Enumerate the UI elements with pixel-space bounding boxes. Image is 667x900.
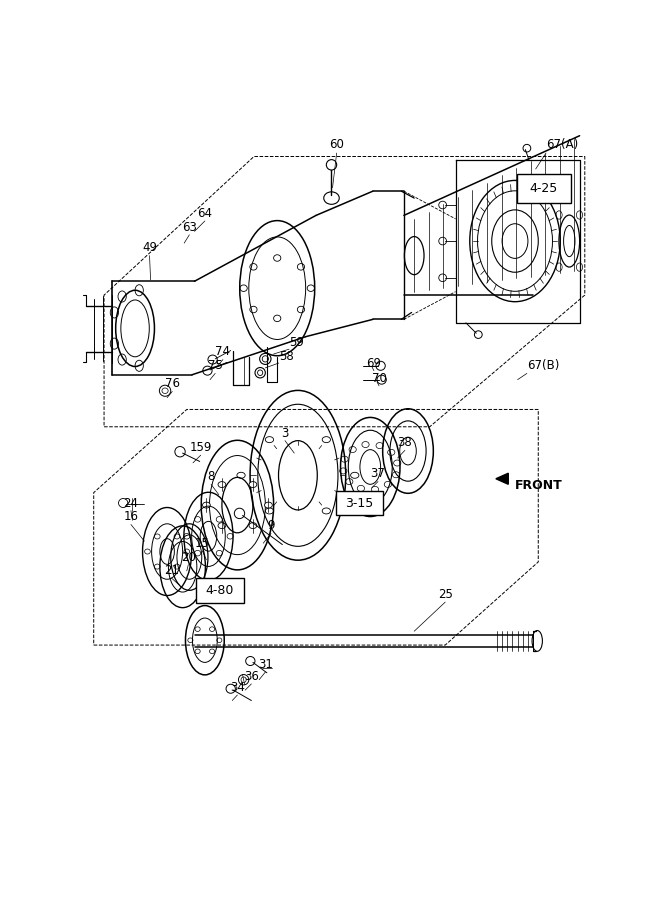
- Text: 70: 70: [372, 372, 386, 385]
- Polygon shape: [496, 473, 508, 484]
- Bar: [196, 578, 243, 603]
- Text: 49: 49: [142, 241, 157, 255]
- Text: FRONT: FRONT: [515, 479, 563, 492]
- Text: 15: 15: [195, 536, 209, 550]
- Text: 59: 59: [289, 336, 304, 348]
- Text: 8: 8: [207, 470, 215, 483]
- Text: 60: 60: [329, 138, 344, 150]
- Ellipse shape: [249, 482, 257, 488]
- Text: 75: 75: [207, 359, 223, 373]
- Ellipse shape: [265, 502, 272, 508]
- Text: 36: 36: [244, 670, 259, 683]
- Text: 20: 20: [181, 551, 195, 563]
- Text: 67(A): 67(A): [546, 138, 578, 150]
- Text: 74: 74: [215, 346, 230, 358]
- Text: 9: 9: [267, 519, 275, 533]
- Ellipse shape: [218, 482, 226, 488]
- Text: 21: 21: [164, 563, 179, 577]
- Ellipse shape: [218, 523, 226, 528]
- Text: 3-15: 3-15: [346, 497, 374, 509]
- Text: 76: 76: [165, 377, 180, 391]
- Text: 16: 16: [123, 510, 139, 524]
- Text: 34: 34: [230, 680, 245, 694]
- Text: 58: 58: [279, 349, 293, 363]
- Text: 4-80: 4-80: [205, 584, 234, 597]
- Text: 69: 69: [366, 356, 382, 370]
- Text: 25: 25: [438, 588, 453, 601]
- Ellipse shape: [326, 159, 337, 170]
- Text: 31: 31: [258, 658, 273, 671]
- Text: 63: 63: [182, 220, 197, 234]
- Text: 3: 3: [281, 427, 289, 439]
- Bar: [336, 491, 383, 516]
- Text: 38: 38: [398, 436, 412, 449]
- Text: 159: 159: [189, 441, 212, 454]
- Text: 37: 37: [371, 467, 386, 481]
- Bar: [516, 174, 571, 203]
- Ellipse shape: [203, 502, 210, 508]
- Text: 24: 24: [123, 497, 139, 509]
- Text: 67(B): 67(B): [527, 359, 559, 373]
- Text: 64: 64: [197, 207, 212, 220]
- Ellipse shape: [249, 523, 257, 528]
- Text: 4-25: 4-25: [530, 182, 558, 195]
